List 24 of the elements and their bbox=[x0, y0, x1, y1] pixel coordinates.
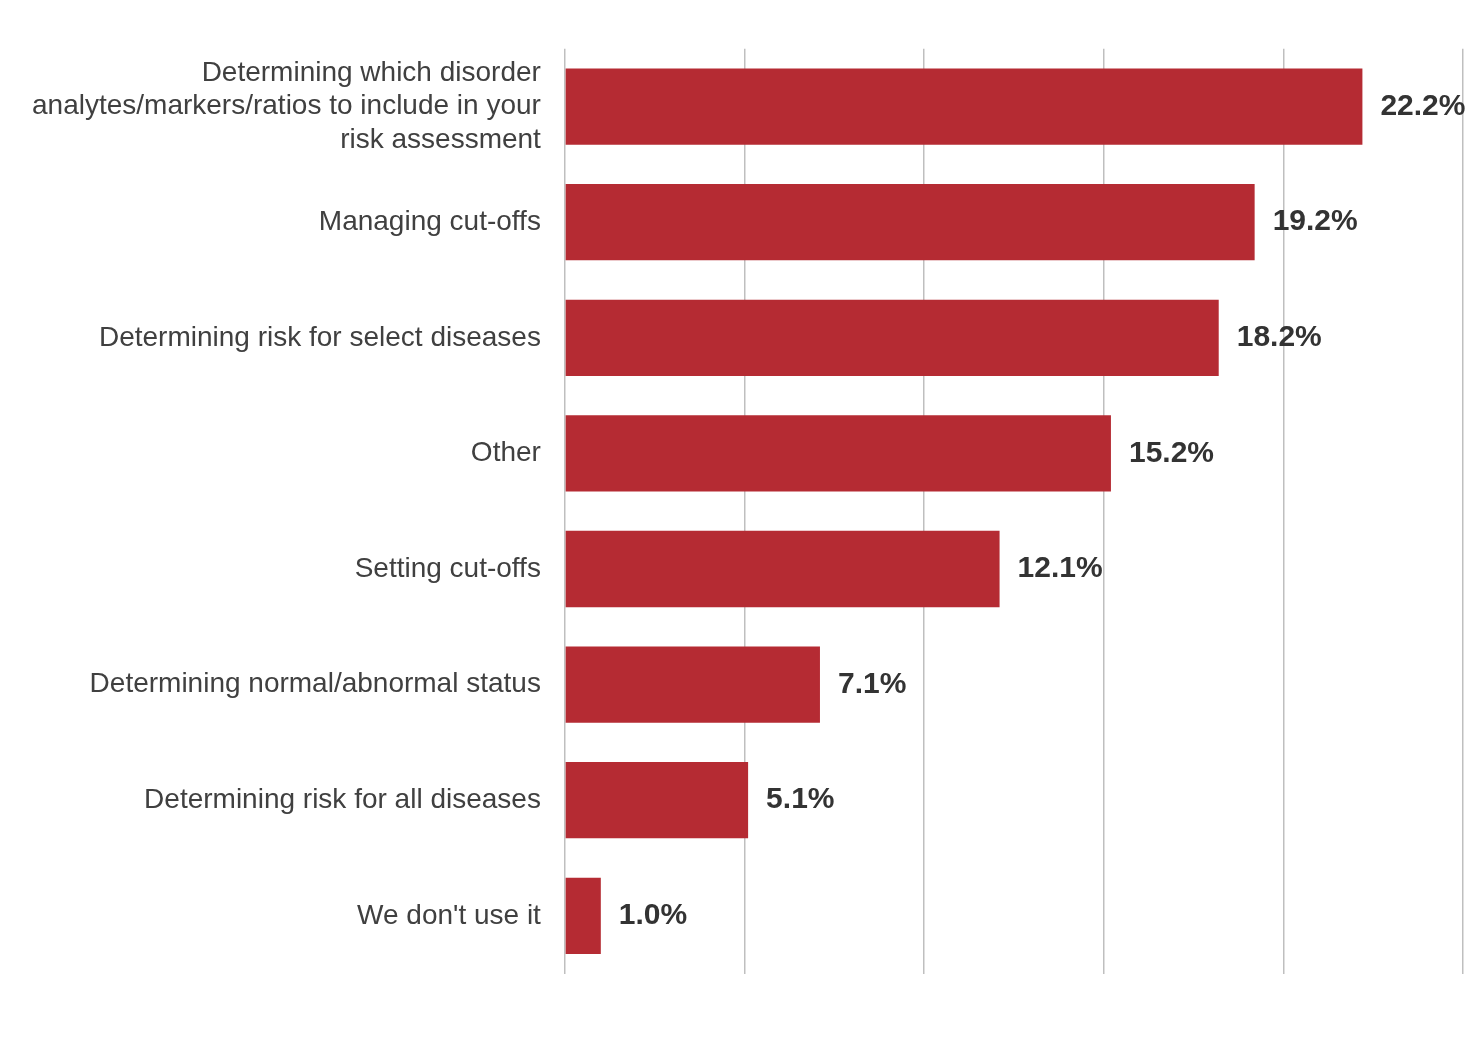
bar bbox=[565, 762, 749, 839]
bar bbox=[565, 184, 1255, 261]
data-label: 7.1% bbox=[837, 665, 907, 699]
bar bbox=[565, 877, 601, 954]
data-label: 19.2% bbox=[1272, 203, 1358, 237]
y-tick-label: Determining risk for all diseases bbox=[144, 782, 541, 814]
y-tick-label: Setting cut-offs bbox=[354, 551, 541, 583]
data-label: 22.2% bbox=[1380, 87, 1466, 121]
y-tick-label: Determining risk for select diseases bbox=[98, 320, 541, 352]
y-tick-label: Other bbox=[470, 436, 541, 468]
y-tick-label: Determining which disorder analytes/markers/ratios to include in your risk assessment bbox=[31, 55, 542, 154]
y-tick-label: We don't use it bbox=[357, 898, 542, 930]
data-label: 18.2% bbox=[1236, 319, 1322, 353]
y-tick-label: Determining normal/abnormal status bbox=[89, 667, 541, 699]
bar bbox=[565, 68, 1363, 145]
bar bbox=[565, 299, 1219, 376]
data-label: 1.0% bbox=[618, 897, 688, 931]
data-label: 12.1% bbox=[1017, 550, 1103, 584]
bar bbox=[565, 646, 820, 723]
data-label: 5.1% bbox=[766, 781, 835, 815]
bar bbox=[565, 530, 1000, 608]
bar bbox=[565, 415, 1111, 492]
data-label: 15.2% bbox=[1128, 434, 1215, 468]
y-tick-label: Managing cut-offs bbox=[318, 204, 541, 236]
